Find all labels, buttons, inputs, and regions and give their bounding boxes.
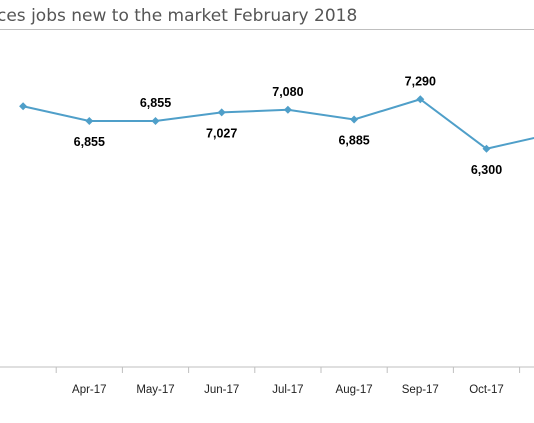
x-tick-label: Apr-17 [72,384,107,396]
data-label: 6,885 [338,134,369,148]
data-point [85,117,94,125]
title-divider [0,29,534,30]
data-label: 6,300 [471,163,502,177]
data-point [19,102,28,111]
data-label: 7,027 [206,126,237,140]
x-tick-label: May-17 [136,384,174,396]
data-point [482,144,491,153]
chart-title: ces jobs new to the market February 2018 [0,6,358,26]
x-tick-label: Jul-17 [272,384,303,396]
data-label: 7,290 [405,74,436,88]
chart-title-bar: ces jobs new to the market February 2018 [0,0,534,30]
data-label: 6,855 [140,96,171,110]
x-tick-label: Aug-17 [336,384,373,396]
data-point [217,108,226,117]
data-point [283,105,292,114]
data-label: 6,855 [74,135,105,149]
x-tick-label: Oct-17 [469,384,504,396]
series-line [22,98,534,150]
x-tick-label: Sep-17 [402,384,439,396]
x-tick-label: Jun-17 [204,384,239,396]
data-point [151,117,160,125]
data-point [350,115,359,124]
data-label: 7,080 [272,85,303,99]
data-point [416,95,425,104]
